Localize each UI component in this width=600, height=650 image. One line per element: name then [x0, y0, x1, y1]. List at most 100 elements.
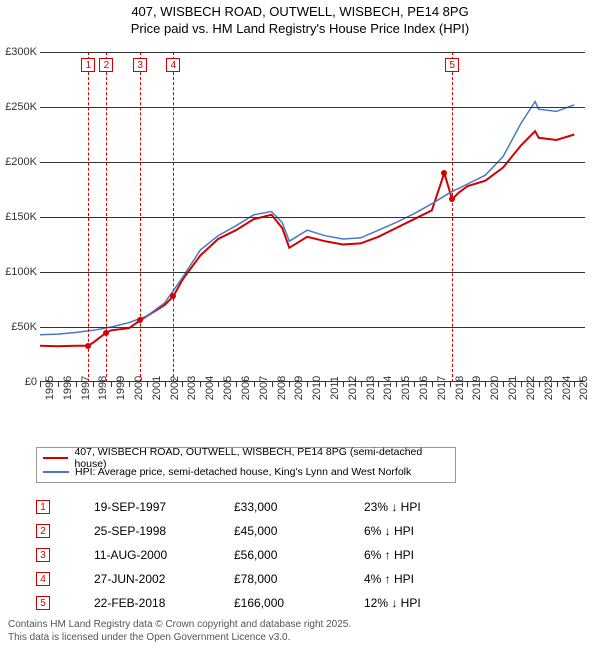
- x-axis-tick-label: 1997: [80, 376, 92, 400]
- x-axis-tick: [325, 382, 326, 387]
- x-axis-tick-label: 2011: [329, 376, 341, 400]
- x-axis-tick: [289, 382, 290, 387]
- y-axis-tick-label: £200K: [5, 156, 37, 168]
- transaction-diff: 6% ↓ HPI: [364, 524, 484, 538]
- y-gridline: [40, 327, 585, 328]
- x-axis-tick: [361, 382, 362, 387]
- x-axis-tick: [521, 382, 522, 387]
- x-axis-tick-label: 2010: [311, 376, 323, 400]
- x-axis-tick: [165, 382, 166, 387]
- footer-line-1: Contains HM Land Registry data © Crown c…: [8, 619, 351, 630]
- x-axis-tick: [307, 382, 308, 387]
- transaction-row: 427-JUN-2002£78,0004% ↑ HPI: [36, 567, 484, 591]
- x-axis-tick-label: 2023: [543, 376, 555, 400]
- transaction-marker-line: [140, 52, 141, 382]
- transaction-marker-label: 4: [166, 58, 180, 72]
- x-axis-tick-label: 2004: [204, 376, 216, 400]
- title-line-2: Price paid vs. HM Land Registry's House …: [0, 21, 600, 38]
- x-axis-tick: [129, 382, 130, 387]
- x-axis-tick-label: 2006: [240, 376, 252, 400]
- x-axis-tick: [557, 382, 558, 387]
- transaction-row-marker: 2: [36, 524, 50, 538]
- x-axis-tick: [147, 382, 148, 387]
- series-line-price_paid: [40, 131, 574, 346]
- x-axis-tick: [432, 382, 433, 387]
- legend: 407, WISBECH ROAD, OUTWELL, WISBECH, PE1…: [36, 447, 456, 483]
- x-axis-tick-label: 2022: [525, 376, 537, 400]
- x-axis-tick-label: 2003: [186, 376, 198, 400]
- x-axis-tick: [182, 382, 183, 387]
- sale-point-icon: [441, 170, 447, 176]
- transaction-row: 119-SEP-1997£33,00023% ↓ HPI: [36, 495, 484, 519]
- sale-point-icon: [170, 293, 176, 299]
- x-axis-tick-label: 1996: [62, 376, 74, 400]
- transaction-row-marker: 4: [36, 572, 50, 586]
- y-gridline: [40, 162, 585, 163]
- x-axis-tick-label: 2020: [489, 376, 501, 400]
- x-axis-tick: [58, 382, 59, 387]
- x-axis-tick-label: 2002: [169, 376, 181, 400]
- x-axis-tick: [76, 382, 77, 387]
- x-axis-tick-label: 2016: [418, 376, 430, 400]
- title-line-1: 407, WISBECH ROAD, OUTWELL, WISBECH, PE1…: [0, 4, 600, 21]
- x-axis-tick-label: 2008: [276, 376, 288, 400]
- x-axis-tick: [218, 382, 219, 387]
- transaction-price: £33,000: [234, 500, 364, 514]
- transaction-diff: 6% ↑ HPI: [364, 548, 484, 562]
- x-axis-tick: [574, 382, 575, 387]
- x-axis-tick-label: 2012: [347, 376, 359, 400]
- y-axis-tick-label: £150K: [5, 211, 37, 223]
- transaction-row: 311-AUG-2000£56,0006% ↑ HPI: [36, 543, 484, 567]
- x-axis-tick: [93, 382, 94, 387]
- transaction-row: 2 25-SEP-1998£45,0006% ↓ HPI: [36, 519, 484, 543]
- transaction-row: 522-FEB-2018£166,00012% ↓ HPI: [36, 591, 484, 615]
- x-axis-tick: [467, 382, 468, 387]
- y-axis-tick-label: £300K: [5, 46, 37, 58]
- legend-label: HPI: Average price, semi-detached house,…: [75, 466, 411, 478]
- x-axis-tick-label: 2014: [382, 376, 394, 400]
- x-axis-tick: [539, 382, 540, 387]
- x-axis-tick-label: 2015: [400, 376, 412, 400]
- x-axis-tick-label: 2018: [454, 376, 466, 400]
- transaction-row-marker: 5: [36, 596, 50, 610]
- legend-swatch-icon: [43, 471, 69, 473]
- x-axis-tick-label: 2019: [471, 376, 483, 400]
- footer-attribution: Contains HM Land Registry data © Crown c…: [8, 619, 351, 644]
- y-axis-tick-label: £50K: [11, 321, 37, 333]
- x-axis-tick-label: 2005: [222, 376, 234, 400]
- y-axis-tick-label: £250K: [5, 101, 37, 113]
- x-axis-tick-label: 2007: [258, 376, 270, 400]
- x-axis-tick-label: 2025: [578, 376, 590, 400]
- x-axis-tick-label: 2001: [151, 376, 163, 400]
- x-axis-tick-label: 1999: [115, 376, 127, 400]
- x-axis-tick: [40, 382, 41, 387]
- x-axis-tick-label: 2024: [561, 376, 573, 400]
- transaction-date: 25-SEP-1998: [94, 524, 234, 538]
- transaction-price: £45,000: [234, 524, 364, 538]
- x-axis-tick: [503, 382, 504, 387]
- transaction-date: 22-FEB-2018: [94, 596, 234, 610]
- transaction-price: £166,000: [234, 596, 364, 610]
- transaction-marker-label: 1: [81, 58, 95, 72]
- sale-point-icon: [85, 343, 91, 349]
- transaction-marker-label: 5: [445, 58, 459, 72]
- transaction-diff: 23% ↓ HPI: [364, 500, 484, 514]
- transaction-marker-line: [452, 52, 453, 382]
- legend-row: 407, WISBECH ROAD, OUTWELL, WISBECH, PE1…: [43, 451, 449, 465]
- transaction-price: £56,000: [234, 548, 364, 562]
- plot-area: £0£50K£100K£150K£200K£250K£300K199519961…: [40, 52, 585, 382]
- x-axis-tick: [272, 382, 273, 387]
- transactions-table: 119-SEP-1997£33,00023% ↓ HPI 2 25-SEP-1998…: [36, 495, 484, 615]
- sale-point-icon: [103, 330, 109, 336]
- transaction-marker-label: 3: [133, 58, 147, 72]
- x-axis-tick: [200, 382, 201, 387]
- transaction-marker-line: [173, 52, 174, 382]
- x-axis-tick-label: 2000: [133, 376, 145, 400]
- x-axis-tick-label: 1995: [44, 376, 56, 400]
- y-gridline: [40, 272, 585, 273]
- y-gridline: [40, 107, 585, 108]
- y-gridline: [40, 52, 585, 53]
- transaction-row-marker: 1: [36, 500, 50, 514]
- x-axis-tick-label: 2021: [507, 376, 519, 400]
- x-axis-tick-label: 1998: [97, 376, 109, 400]
